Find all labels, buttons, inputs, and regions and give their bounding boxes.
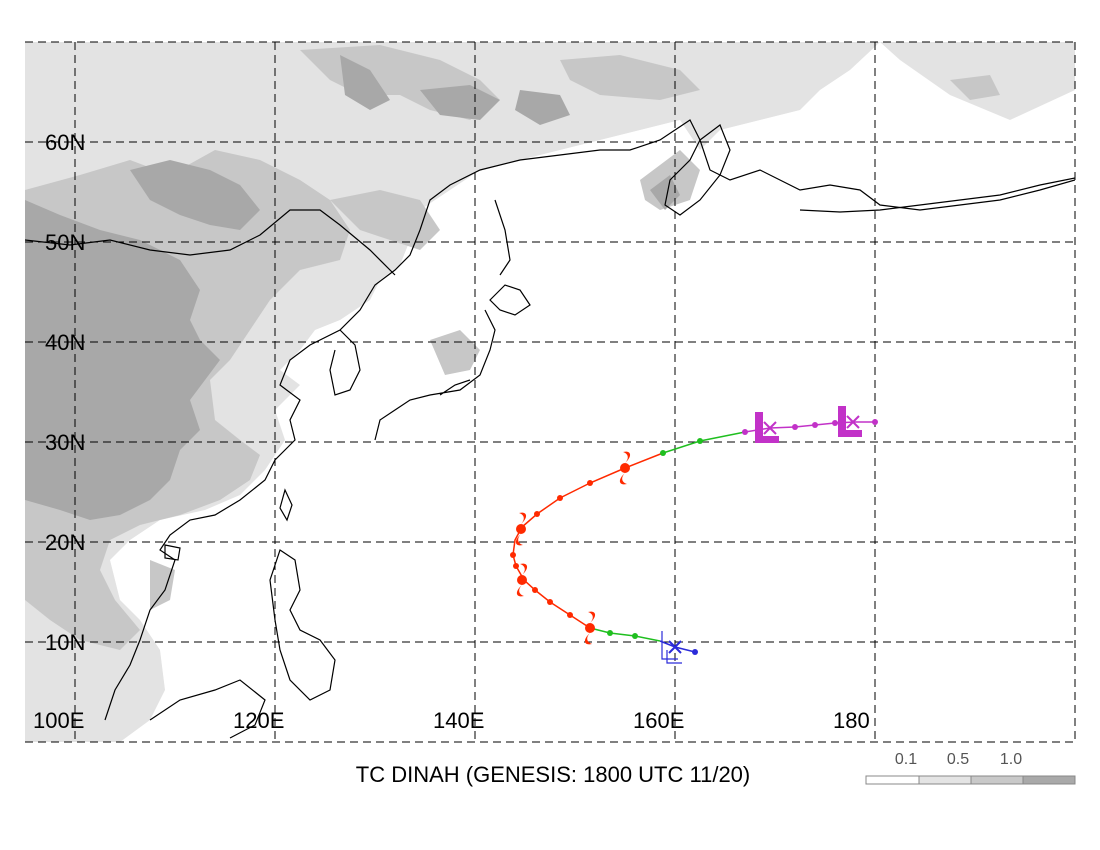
coastline-alaska: [799, 177, 1075, 213]
low-pressure-icon: [838, 406, 862, 437]
legend-swatch-3: [1022, 775, 1076, 785]
track-segment-typhoon: [512, 452, 664, 629]
coastlines: [25, 119, 1075, 739]
typhoon-icon: [584, 611, 596, 645]
legend-label-0.1: 0.1: [895, 751, 917, 768]
map-title: TC DINAH (GENESIS: 1800 UTC 11/20): [356, 762, 751, 787]
coastline-japan: [374, 309, 496, 441]
terrain-dark: [25, 55, 680, 520]
typhoon-icon: [515, 512, 527, 546]
terrain-shading: [25, 42, 1075, 742]
typhoon-icon: [516, 563, 528, 597]
lat-label-20n: 20N: [45, 530, 85, 555]
track-point: [812, 422, 818, 428]
track-point: [547, 599, 553, 605]
track-point: [557, 495, 563, 501]
coastline-borneo: [149, 679, 266, 739]
lat-label-60n: 60N: [45, 130, 85, 155]
genesis-x-icon: [668, 640, 682, 654]
track-point: [832, 420, 838, 426]
coastline-hainan: [164, 544, 181, 561]
lon-label-140e: 140E: [433, 708, 484, 733]
coastline-hokkaido: [489, 284, 531, 316]
legend-swatch-1: [918, 775, 972, 785]
track-point: [607, 630, 613, 636]
lon-label-120e: 120E: [233, 708, 284, 733]
track-point: [534, 511, 540, 517]
track-point: [692, 649, 698, 655]
low-pressure-icon: [755, 412, 779, 443]
coastline-asia: [104, 119, 1075, 721]
latitude-labels: 60N 50N 40N 30N 20N 10N: [45, 130, 85, 655]
lon-label-100e: 100E: [33, 708, 84, 733]
legend-label-0.5: 0.5: [947, 751, 969, 768]
track-point: [792, 424, 798, 430]
coastline-korea: [329, 329, 361, 396]
terrain-mid: [25, 45, 1000, 650]
grid-lines: [25, 41, 1076, 743]
track-point: [510, 552, 516, 558]
coastline-sakhalin: [494, 199, 511, 276]
weak-low-icon: [661, 631, 682, 664]
legend-swatch-2: [970, 775, 1024, 785]
track-point: [632, 633, 638, 639]
track-point: [742, 429, 748, 435]
track-segment-storm-early: [589, 627, 661, 642]
track-point: [513, 563, 519, 569]
coastline-taiwan: [279, 488, 293, 522]
genesis-x-icon: [846, 415, 860, 429]
longitude-labels: 100E 120E 140E 160E 180: [33, 708, 870, 733]
track-point: [532, 587, 538, 593]
genesis-x-icon: [763, 421, 777, 435]
track-point: [697, 438, 703, 444]
coastline-kamchatka: [664, 124, 731, 216]
lat-label-10n: 10N: [45, 630, 85, 655]
coastline-philippines: [269, 549, 336, 701]
track-point: [587, 480, 593, 486]
legend: 0.1 0.5 1.0: [865, 751, 1076, 785]
lat-label-40n: 40N: [45, 330, 85, 355]
lat-label-50n: 50N: [45, 230, 85, 255]
lon-label-160e: 160E: [633, 708, 684, 733]
lat-label-30n: 30N: [45, 430, 85, 455]
typhoon-icon: [619, 451, 631, 485]
track-point: [567, 612, 573, 618]
track-point: [872, 419, 878, 425]
legend-swatch-0: [865, 775, 920, 785]
typhoon-symbols: [515, 451, 631, 645]
legend-label-1.0: 1.0: [1000, 751, 1022, 768]
lon-label-180: 180: [833, 708, 870, 733]
coastline-china-interior: [25, 209, 396, 276]
